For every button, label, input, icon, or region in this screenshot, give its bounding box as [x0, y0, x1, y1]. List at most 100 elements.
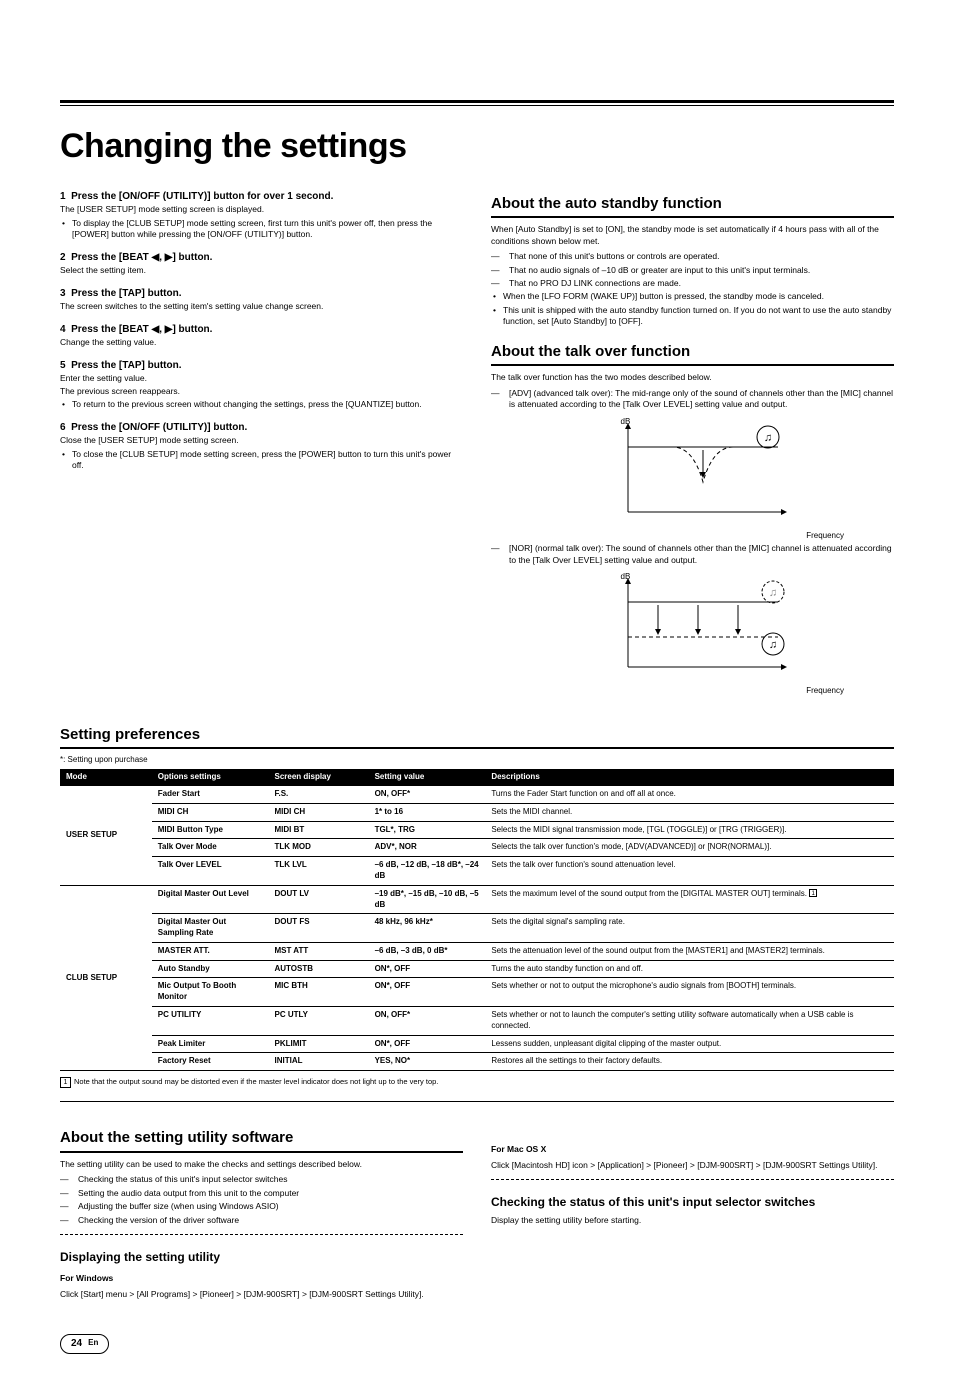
- bullet: When the [LFO FORM (WAKE UP)] button is …: [491, 291, 894, 302]
- dash-item: That no audio signals of –10 dB or great…: [491, 265, 894, 276]
- disp-cell: TLK MOD: [268, 839, 368, 857]
- nor-graph-svg: ♫ ♫: [583, 572, 803, 682]
- table-row: USER SETUPFader StartF.S.ON, OFF*Turns t…: [60, 786, 894, 803]
- bottom-columns: About the setting utility software The s…: [60, 1114, 894, 1304]
- disp-cell: PC UTLY: [268, 1007, 368, 1036]
- axis-label-freq: Frequency: [491, 686, 844, 697]
- prefs-heading: Setting preferences: [60, 725, 894, 749]
- col-mode: Mode: [60, 769, 152, 786]
- step-heading: Press the [BEAT ◀, ▶] button.: [71, 324, 212, 335]
- step-heading: Press the [ON/OFF (UTILITY)] button for …: [71, 191, 333, 202]
- step-5: 5 Press the [TAP] button. Enter the sett…: [60, 359, 463, 411]
- desc-cell: Sets the MIDI channel.: [485, 803, 894, 821]
- disp-cell: MIC BTH: [268, 978, 368, 1007]
- step-heading: Press the [ON/OFF (UTILITY)] button.: [71, 422, 247, 433]
- step-sub: Select the setting item.: [60, 265, 463, 276]
- auto-standby-bullets: When the [LFO FORM (WAKE UP)] button is …: [491, 291, 894, 327]
- dashed-rule: [491, 1179, 894, 1180]
- talkover-nor-graph: dB ♫ ♫: [583, 572, 803, 682]
- table-row: Talk Over LEVELTLK LVL–6 dB, –12 dB, –18…: [60, 857, 894, 886]
- mode-cell: USER SETUP: [60, 786, 152, 885]
- page-lang: En: [88, 1338, 98, 1349]
- auto-standby-intro: When [Auto Standby] is set to [ON], the …: [491, 224, 894, 247]
- dash-item: Checking the status of this unit's input…: [60, 1174, 463, 1185]
- util-soft-heading: About the setting utility software: [60, 1128, 463, 1152]
- step-num: 5: [60, 360, 66, 371]
- dash-item: Checking the version of the driver softw…: [60, 1215, 463, 1226]
- opt-cell: Auto Standby: [152, 960, 269, 978]
- table-row: Mic Output To Booth MonitorMIC BTHON*, O…: [60, 978, 894, 1007]
- desc-cell: Sets whether or not to output the microp…: [485, 978, 894, 1007]
- opt-cell: Digital Master Out Level: [152, 885, 269, 914]
- opt-cell: Digital Master Out Sampling Rate: [152, 914, 269, 943]
- talkover-adv: [ADV] (advanced talk over): The mid-rang…: [491, 388, 894, 411]
- disp-cell: INITIAL: [268, 1053, 368, 1071]
- for-windows-label: For Windows: [60, 1273, 463, 1284]
- desc-cell: Sets the maximum level of the sound outp…: [485, 885, 894, 914]
- desc-cell: Selects the MIDI signal transmission mod…: [485, 821, 894, 839]
- footnote-marker: 1: [809, 889, 817, 897]
- svg-text:♫: ♫: [768, 587, 776, 599]
- opt-cell: PC UTILITY: [152, 1007, 269, 1036]
- desc-cell: Sets whether or not to launch the comput…: [485, 1007, 894, 1036]
- step-heading: Press the [TAP] button.: [71, 360, 181, 371]
- mode-cell: CLUB SETUP: [60, 885, 152, 1071]
- val-cell: –6 dB, –3 dB, 0 dB*: [369, 942, 486, 960]
- axis-label-freq: Frequency: [491, 531, 844, 542]
- opt-cell: Talk Over LEVEL: [152, 857, 269, 886]
- table-row: CLUB SETUPDigital Master Out LevelDOUT L…: [60, 885, 894, 914]
- table-row: PC UTILITYPC UTLYON, OFF*Sets whether or…: [60, 1007, 894, 1036]
- disp-cell: PKLIMIT: [268, 1035, 368, 1053]
- opt-cell: Factory Reset: [152, 1053, 269, 1071]
- bullet: To return to the previous screen without…: [60, 399, 463, 410]
- step-heading: Press the [BEAT ◀, ▶] button.: [71, 252, 212, 263]
- talk-over-intro: The talk over function has the two modes…: [491, 372, 894, 383]
- top-rule-thin: [60, 105, 894, 106]
- talkover-nor: [NOR] (normal talk over): The sound of c…: [491, 543, 894, 566]
- top-rule-thick: [60, 100, 894, 103]
- dash-item: That no PRO DJ LINK connections are made…: [491, 278, 894, 289]
- step-heading: Press the [TAP] button.: [71, 288, 181, 299]
- desc-cell: Sets the talk over function's sound atte…: [485, 857, 894, 886]
- left-column: 1 Press the [ON/OFF (UTILITY)] button fo…: [60, 180, 463, 697]
- disp-cell: DOUT FS: [268, 914, 368, 943]
- opt-cell: MASTER ATT.: [152, 942, 269, 960]
- col-options: Options settings: [152, 769, 269, 786]
- axis-label-db: dB: [621, 572, 631, 583]
- val-cell: ADV*, NOR: [369, 839, 486, 857]
- step-num: 6: [60, 422, 66, 433]
- bottom-left: About the setting utility software The s…: [60, 1114, 463, 1304]
- col-desc: Descriptions: [485, 769, 894, 786]
- desc-cell: Sets the attenuation level of the sound …: [485, 942, 894, 960]
- util-soft-list: Checking the status of this unit's input…: [60, 1174, 463, 1226]
- opt-cell: MIDI CH: [152, 803, 269, 821]
- page-number: 24: [71, 1337, 82, 1351]
- opt-cell: MIDI Button Type: [152, 821, 269, 839]
- talkover-adv-graph: dB ♫: [583, 417, 803, 527]
- val-cell: ON, OFF*: [369, 786, 486, 803]
- dash-item: [ADV] (advanced talk over): The mid-rang…: [491, 388, 894, 411]
- auto-standby-heading: About the auto standby function: [491, 194, 894, 218]
- col-value: Setting value: [369, 769, 486, 786]
- settings-table: Mode Options settings Screen display Set…: [60, 769, 894, 1071]
- disp-cell: DOUT LV: [268, 885, 368, 914]
- table-row: Factory ResetINITIALYES, NO*Restores all…: [60, 1053, 894, 1071]
- desc-cell: Sets the digital signal's sampling rate.: [485, 914, 894, 943]
- val-cell: YES, NO*: [369, 1053, 486, 1071]
- val-cell: ON, OFF*: [369, 1007, 486, 1036]
- val-cell: 1* to 16: [369, 803, 486, 821]
- for-mac-label: For Mac OS X: [491, 1144, 894, 1155]
- opt-cell: Mic Output To Booth Monitor: [152, 978, 269, 1007]
- svg-text:♫: ♫: [768, 639, 776, 651]
- table-row: Peak LimiterPKLIMITON*, OFFLessens sudde…: [60, 1035, 894, 1053]
- step-2: 2 Press the [BEAT ◀, ▶] button. Select t…: [60, 251, 463, 277]
- disp-cell: MIDI CH: [268, 803, 368, 821]
- axis-label-db: dB: [621, 417, 631, 428]
- opt-cell: Talk Over Mode: [152, 839, 269, 857]
- dash-item: That none of this unit's buttons or cont…: [491, 251, 894, 262]
- table-row: Auto StandbyAUTOSTBON*, OFFTurns the aut…: [60, 960, 894, 978]
- table-row: Digital Master Out Sampling RateDOUT FS4…: [60, 914, 894, 943]
- col-display: Screen display: [268, 769, 368, 786]
- dash-item: Setting the audio data output from this …: [60, 1188, 463, 1199]
- step-sub: The [USER SETUP] mode setting screen is …: [60, 204, 463, 215]
